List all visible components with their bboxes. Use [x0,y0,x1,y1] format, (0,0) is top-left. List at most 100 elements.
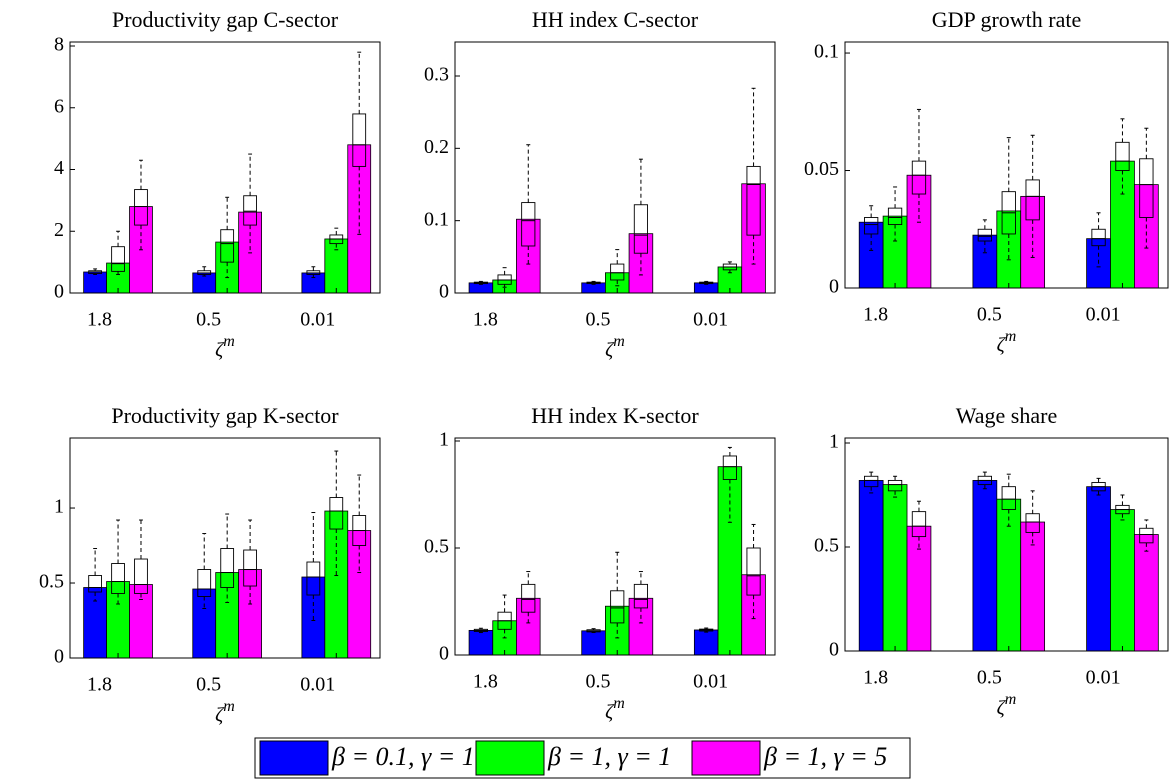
box [746,165,761,236]
box [610,590,625,624]
bar [972,480,998,652]
x-axis-superscript: m [613,333,625,350]
x-axis-symbol: ζ [215,339,225,361]
chart-title: HH index K-sector [531,403,699,428]
bar [238,569,262,659]
y-tick-label: 0 [439,643,449,665]
y-tick-label: 0.1 [424,208,449,230]
x-axis-symbol: ζ [997,334,1007,356]
x-tick-label: 1.8 [87,309,112,331]
box [1115,141,1130,171]
legend-label: β = 1, γ = 1 [547,742,671,771]
x-axis-label: ζm [215,333,235,361]
bar [741,574,766,656]
y-tick-label: 1 [829,431,839,453]
box [1001,486,1016,511]
x-tick-label: 0.5 [977,304,1002,326]
x-axis-symbol: ζ [605,339,615,361]
x-tick-label: 1.8 [87,674,112,696]
x-tick-label: 0.5 [586,671,611,693]
legend-label: β = 0.1, γ = 1 [331,742,475,771]
bar [83,271,107,294]
x-axis-label: ζm [605,333,625,361]
box [864,217,879,235]
box [887,207,903,226]
chart-title: Productivity gap C-sector [112,7,339,32]
box [1139,527,1154,544]
bar [106,581,130,659]
bar [516,597,541,656]
box [306,561,321,596]
bar [996,498,1022,652]
box [352,113,367,167]
bar [693,629,719,656]
x-tick-label: 0.5 [196,674,221,696]
box [243,549,257,587]
x-tick-label: 0.5 [196,309,221,331]
box [1025,513,1040,533]
x-tick-label: 0.01 [693,309,728,331]
box [197,569,212,597]
x-axis-superscript: m [613,695,625,712]
x-axis-superscript: m [223,698,235,715]
box [610,263,625,281]
y-tick-label: 4 [54,157,64,179]
bar [882,484,908,652]
box [977,228,993,242]
axes-box [454,437,776,656]
y-tick-label: 2 [54,219,64,241]
chart-title: HH index C-sector [532,7,699,32]
bar [215,572,240,659]
legend-swatch [475,740,545,776]
box [911,511,927,538]
y-tick-label: 8 [54,34,64,56]
legend-swatch [691,740,761,776]
box [111,246,125,272]
y-tick-label: 0 [829,276,839,298]
bar [906,174,932,289]
box [1025,179,1040,221]
x-axis-label: ζm [605,695,625,723]
box [1139,158,1154,218]
bar [858,480,884,652]
x-tick-label: 1.8 [863,304,888,326]
bar [324,510,349,659]
bar [581,630,606,656]
box [243,195,257,226]
y-tick-label: 0 [54,646,64,668]
x-tick-label: 0.5 [586,309,611,331]
bar [1134,534,1159,652]
legend-swatch [259,740,329,776]
axes-box [69,437,381,659]
box [329,497,344,530]
box [220,548,235,588]
bar [628,597,654,656]
x-axis-symbol: ζ [997,697,1007,719]
bar [858,221,884,289]
box [722,455,737,480]
x-tick-label: 0.01 [693,671,728,693]
chart-title: Productivity gap K-sector [111,403,339,428]
x-axis-label: ζm [215,698,235,726]
axes-box [844,437,1169,652]
axes-box [69,41,381,294]
y-tick-label: 6 [54,95,64,117]
box [911,160,927,195]
y-tick-label: 0.2 [424,136,449,158]
bar [1134,184,1159,289]
subplot: HH index K-sector 0 0.5 1 1.8 0.5 0.01 ζm [424,403,776,723]
x-axis-label: ζm [997,691,1017,719]
x-tick-label: 0.01 [300,309,335,331]
y-tick-label: 0.3 [424,64,449,86]
y-tick-label: 1 [439,429,449,451]
subplot: HH index C-sector 0 0.1 0.2 0.3 1.8 0.5 0.01 ζm [424,7,776,361]
bar [1110,509,1135,652]
box [633,583,649,609]
y-tick-label: 0.5 [814,535,839,557]
box [521,202,536,247]
box [111,563,125,594]
x-tick-label: 0.01 [1086,667,1121,689]
box [88,575,102,593]
y-tick-label: 0 [829,639,839,661]
